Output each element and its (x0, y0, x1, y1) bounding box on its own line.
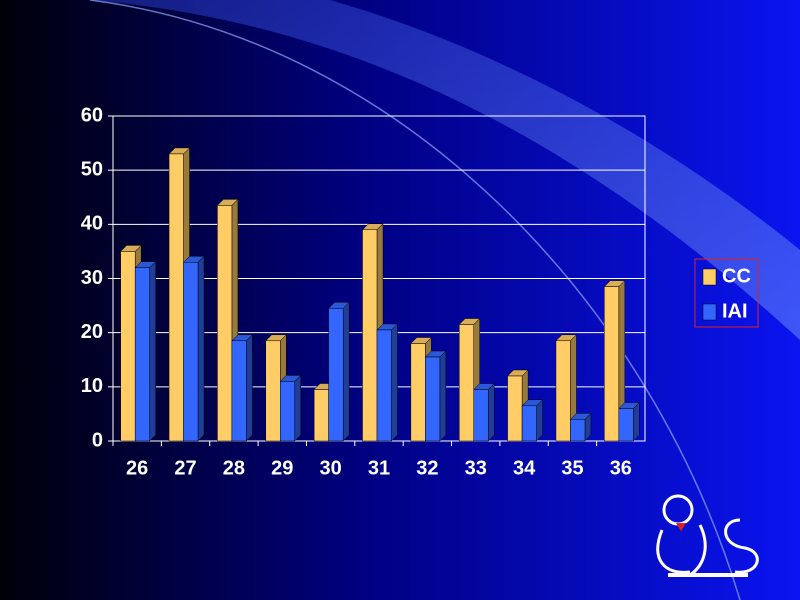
y-tick-label: 50 (81, 158, 103, 180)
x-tick-label: 29 (271, 457, 293, 479)
bar-side (536, 399, 543, 442)
y-tick-label: 30 (81, 267, 103, 289)
bar (604, 286, 620, 442)
bar (410, 343, 426, 442)
x-tick-label: 35 (561, 457, 583, 479)
bar (231, 340, 247, 442)
x-tick-label: 34 (513, 457, 536, 479)
x-tick-label: 33 (465, 457, 487, 479)
chart: 0 10 20 30 40 50 60 26 27 28 29 30 31 32 33 34 35 36 CC IAI (81, 104, 751, 479)
bar (134, 267, 150, 442)
decor-curve (89, 0, 741, 600)
bar-side (149, 261, 156, 442)
bar-side (342, 301, 350, 442)
bar-side (197, 255, 205, 442)
bar-side (439, 350, 447, 442)
bar-side (391, 323, 398, 442)
x-tick-label: 31 (368, 457, 390, 479)
bar (618, 408, 634, 442)
bar (120, 251, 136, 442)
bar-side (246, 334, 253, 442)
bar (168, 153, 184, 442)
legend-swatch (702, 268, 717, 286)
x-tick-label: 26 (126, 457, 148, 479)
x-tick-label: 30 (320, 457, 342, 479)
bar (473, 389, 489, 442)
bar (280, 381, 296, 442)
legend-swatch (702, 303, 717, 321)
x-tick-label: 28 (223, 457, 245, 479)
bar (521, 405, 537, 442)
y-tick-label: 60 (81, 104, 103, 126)
bar (328, 308, 344, 442)
logo (656, 494, 759, 577)
legend-label: IAI (722, 300, 748, 322)
y-tick-label: 10 (81, 375, 103, 397)
x-tick-label: 36 (610, 457, 632, 479)
bar (507, 375, 523, 442)
bar (362, 229, 378, 442)
bar (458, 324, 474, 442)
bar (376, 329, 392, 442)
bar (570, 419, 586, 442)
bar-side (633, 401, 640, 442)
legend-box (694, 258, 759, 328)
x-tick-label: 27 (174, 457, 196, 479)
bar-side (487, 382, 495, 442)
bar (425, 356, 441, 442)
x-tick-label: 32 (416, 457, 438, 479)
y-tick-label: 0 (92, 429, 103, 451)
bar (217, 205, 233, 442)
bar (265, 340, 281, 442)
y-tick-label: 40 (81, 213, 103, 235)
bar (183, 262, 199, 442)
legend-label: CC (722, 265, 751, 287)
y-tick-label: 20 (81, 321, 103, 343)
bar-side (294, 374, 302, 442)
bar (313, 389, 329, 442)
bar (555, 340, 571, 442)
